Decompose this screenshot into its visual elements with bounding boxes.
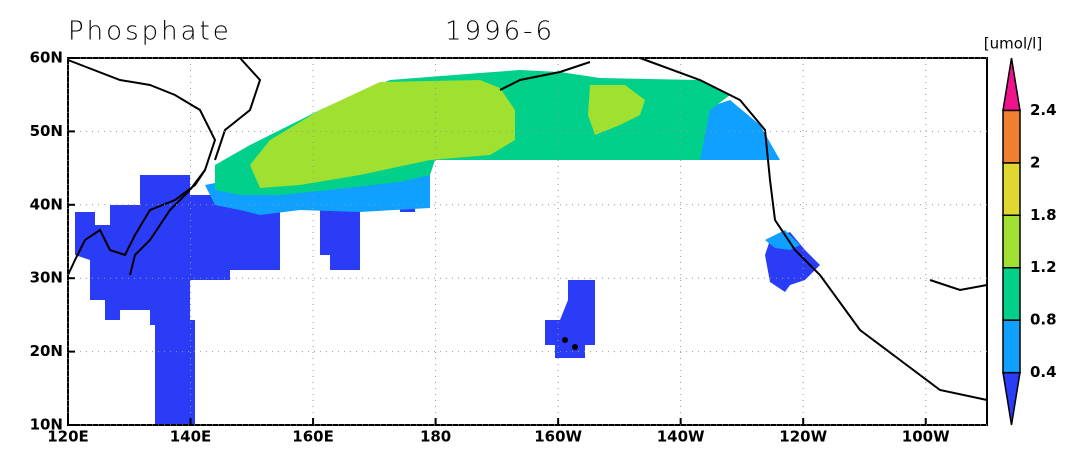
colorbar-label: 1.8 bbox=[1030, 206, 1057, 224]
y-tick-label: 10N bbox=[30, 416, 63, 434]
colorbar-segment bbox=[1002, 162, 1021, 217]
coastline bbox=[67, 59, 217, 276]
coastline bbox=[129, 169, 206, 276]
colorbar-label: 2.4 bbox=[1030, 101, 1057, 119]
y-tick-label: 60N bbox=[30, 49, 63, 67]
field-yellow-green bbox=[588, 85, 645, 135]
field-yellow-green bbox=[250, 80, 515, 188]
y-tick-label: 50N bbox=[30, 122, 63, 140]
colorbar-label: 2 bbox=[1030, 153, 1040, 171]
coastline bbox=[214, 57, 262, 161]
island bbox=[572, 344, 578, 350]
field-blue bbox=[545, 280, 595, 358]
coastlines bbox=[67, 57, 988, 401]
y-tick-label: 40N bbox=[30, 195, 63, 213]
coastline bbox=[499, 61, 591, 91]
colorbar-segment bbox=[1002, 214, 1021, 269]
colorbar-segment bbox=[1002, 319, 1021, 374]
plot-frame bbox=[67, 57, 988, 426]
x-tick-label: 140E bbox=[170, 428, 212, 446]
title: Phosphate bbox=[68, 17, 232, 47]
colorbar-segment bbox=[1002, 266, 1021, 321]
colorbar-unit: [umol/l] bbox=[984, 35, 1042, 53]
field-blue bbox=[75, 175, 280, 425]
colorbar-label: 0.4 bbox=[1030, 363, 1057, 381]
concentration-fields bbox=[75, 70, 820, 425]
coastline bbox=[639, 57, 988, 401]
island bbox=[562, 337, 568, 343]
x-tick-label: 120E bbox=[47, 428, 89, 446]
x-tick-label: 180 bbox=[420, 428, 451, 446]
x-tick-label: 160E bbox=[292, 428, 334, 446]
x-tick-label: 140W bbox=[657, 428, 705, 446]
colorbar-segment bbox=[1002, 109, 1021, 164]
coastline bbox=[929, 279, 988, 292]
x-tick-label: 160W bbox=[534, 428, 582, 446]
y-tick-label: 20N bbox=[30, 342, 63, 360]
date: 1996-6 bbox=[445, 17, 555, 47]
colorbar-label: 0.8 bbox=[1030, 311, 1057, 329]
colorbar-segment bbox=[1002, 57, 1021, 112]
field-blue bbox=[320, 205, 360, 270]
colorbar-label: 1.2 bbox=[1030, 258, 1057, 276]
x-tick-label: 120W bbox=[779, 428, 827, 446]
field-light-blue bbox=[700, 100, 780, 160]
y-tick-label: 30N bbox=[30, 269, 63, 287]
x-tick-label: 100W bbox=[902, 428, 950, 446]
colorbar-segment bbox=[1002, 371, 1021, 426]
